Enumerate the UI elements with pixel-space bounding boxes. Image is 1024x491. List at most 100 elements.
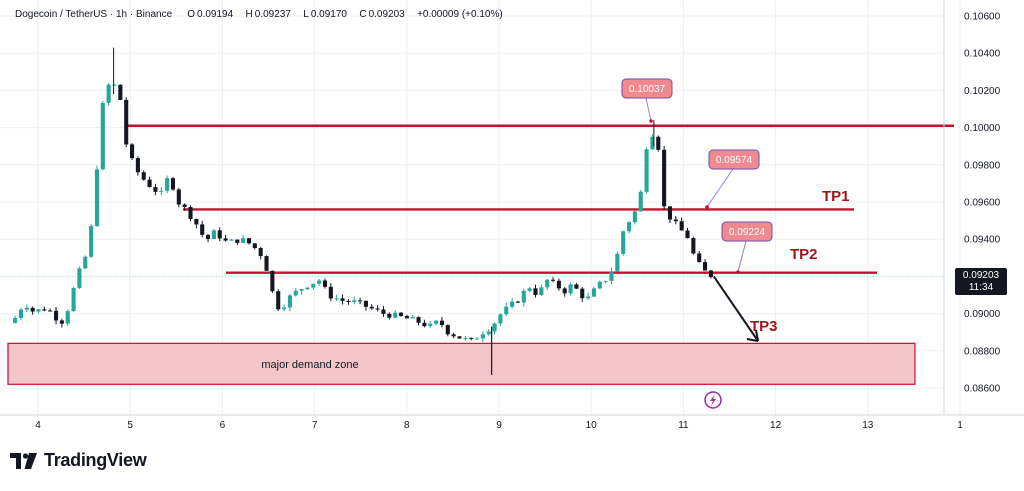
bar-countdown: 11:34 xyxy=(968,282,994,293)
candle-body xyxy=(206,234,211,239)
candle-body xyxy=(603,280,608,282)
candle-body xyxy=(223,238,228,241)
symbol-name[interactable]: Dogecoin / TetherUS · 1h · Binance xyxy=(15,9,173,20)
current-price: 0.09203 xyxy=(962,270,1000,281)
candle-body xyxy=(159,190,164,192)
annotations: 0.10037 0.09574 0.09224 TP1 TP2 TP3 xyxy=(621,78,850,342)
candle-body xyxy=(527,288,532,291)
candle-body xyxy=(685,230,690,239)
projection-arrow-head xyxy=(746,329,759,342)
price-callout-label: 0.09224 xyxy=(729,227,766,238)
demand-zone xyxy=(7,342,916,385)
low-value: 0.09170 xyxy=(310,9,347,20)
price-callout-label: 0.09574 xyxy=(716,155,753,166)
callout-connector xyxy=(645,97,652,122)
demand-zone-layer: major demand zone xyxy=(7,342,916,385)
candle-body xyxy=(36,309,41,312)
candle-body xyxy=(381,309,386,314)
candle-body xyxy=(94,169,100,226)
y-tick-label: 0.10000 xyxy=(964,123,1001,134)
candle-body xyxy=(112,84,117,86)
candle-body xyxy=(656,136,661,150)
high-label: H xyxy=(245,9,253,20)
callout-connector xyxy=(737,240,747,273)
candle-body xyxy=(609,271,614,281)
candle-body xyxy=(235,239,240,243)
candle-body xyxy=(200,224,205,235)
candle-body xyxy=(708,270,713,278)
candle-body xyxy=(644,149,649,192)
candle-body xyxy=(217,230,222,239)
candle-body xyxy=(287,295,292,308)
candle-body xyxy=(621,231,626,254)
candle-body xyxy=(662,149,667,207)
candle-body xyxy=(65,311,70,324)
candle-body xyxy=(59,320,64,324)
candle-body xyxy=(165,178,170,191)
candle-body xyxy=(691,238,696,254)
tp-label: TP3 xyxy=(750,318,778,335)
candle-body xyxy=(322,280,328,287)
x-tick-label: 8 xyxy=(404,420,410,431)
candle-body xyxy=(404,315,409,319)
y-tick-label: 0.10400 xyxy=(964,49,1001,60)
candle-body xyxy=(352,300,357,302)
candle-body xyxy=(53,310,59,321)
candle-body xyxy=(375,308,380,310)
demand-zone-label: major demand zone xyxy=(261,359,358,371)
tp-label: TP1 xyxy=(822,188,850,205)
candle-body xyxy=(305,287,310,290)
price-callout-label: 0.10037 xyxy=(629,84,666,95)
y-tick-label: 0.10600 xyxy=(964,12,1001,23)
open-label: O xyxy=(187,9,196,20)
x-tick-label: 6 xyxy=(220,420,226,431)
open-value: 0.09194 xyxy=(197,9,234,20)
candle-body xyxy=(211,230,216,239)
candle-body xyxy=(363,300,368,307)
x-tick-label: 4 xyxy=(35,420,41,431)
close-label: C xyxy=(359,9,367,20)
brand-name: TradingView xyxy=(44,450,147,470)
candle-body xyxy=(89,225,94,257)
candle-body xyxy=(632,211,637,223)
price-callout xyxy=(621,78,673,99)
candle-body xyxy=(346,300,351,302)
candle-body xyxy=(673,219,678,222)
candle-body xyxy=(457,336,462,339)
candle-body xyxy=(270,270,275,292)
candle-body xyxy=(317,280,322,284)
candle-body xyxy=(24,307,29,310)
candle-body xyxy=(451,334,456,337)
x-tick-label: 7 xyxy=(312,420,318,431)
axes: 0.10600 0.10400 0.10200 0.10000 0.09800 0.096… xyxy=(0,0,1024,431)
lightning-icon[interactable] xyxy=(704,391,722,409)
candle-body xyxy=(615,253,620,272)
callout-connector xyxy=(706,168,734,208)
x-tick-label: 9 xyxy=(496,420,502,431)
price-callout xyxy=(721,221,773,242)
tp-label: TP2 xyxy=(790,246,818,263)
candle-body xyxy=(241,238,246,243)
candle-body xyxy=(30,307,35,312)
tradingview-logo[interactable]: TradingView xyxy=(10,450,147,471)
candle-body xyxy=(474,338,480,340)
candle-body xyxy=(667,206,673,220)
candle-body xyxy=(439,320,444,326)
x-tick-label: 11 xyxy=(678,420,689,431)
candle-body xyxy=(521,290,526,303)
candle-body xyxy=(328,286,333,299)
candle-body xyxy=(697,253,702,263)
candle-body xyxy=(153,187,158,192)
candle-body xyxy=(176,189,181,205)
candle-body xyxy=(258,248,263,257)
candle-body xyxy=(422,322,427,327)
candle-body xyxy=(100,102,105,170)
callout-anchor xyxy=(649,119,653,123)
candle-body xyxy=(18,309,24,318)
candle-body xyxy=(13,317,18,323)
candle-body xyxy=(276,291,281,310)
level-lines xyxy=(128,124,954,274)
x-tick-label: 12 xyxy=(770,420,782,431)
